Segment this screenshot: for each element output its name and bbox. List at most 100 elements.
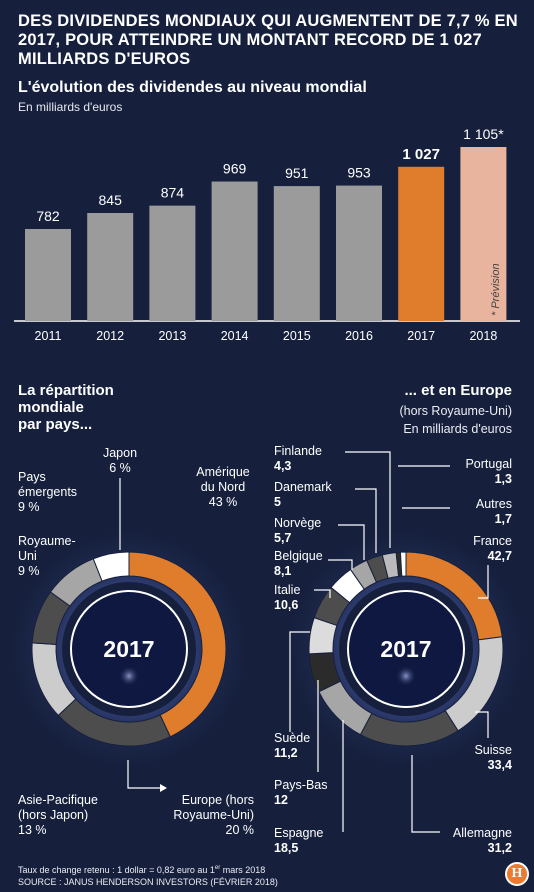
x-tick-label: 2012: [96, 329, 124, 343]
label-suisse: Suisse 33,4: [474, 743, 512, 773]
world-donut-ring: [70, 590, 188, 708]
world-pie-title-line: mondiale: [18, 399, 84, 416]
bar-value-label: 782: [36, 208, 60, 224]
label-belgique: Belgique 8,1: [274, 549, 323, 579]
world-leader-lines: [119, 478, 160, 789]
label-pays-bas: Pays-Bas 12: [274, 778, 328, 808]
bar-2013: [149, 205, 196, 321]
europe-leader-lines: [289, 451, 489, 833]
world-arrow-head: [160, 784, 167, 792]
label-asie-pacifique: Asie-Pacifique (hors Japon) 13 %: [18, 793, 98, 838]
label-name: Danemark: [274, 480, 332, 494]
world-pie-title-line: La répartition: [18, 382, 114, 399]
label-value: 31,2: [487, 841, 512, 855]
slice-japon: [92, 551, 130, 582]
bar-chart-unit: En milliards d'euros: [18, 100, 123, 114]
label-name: Asie-Pacifique: [18, 793, 98, 807]
label-value: 5: [274, 495, 281, 509]
label-norvege: Norvège 5,7: [274, 516, 321, 546]
label-value: 8,1: [274, 564, 292, 578]
label-name: Japon: [102, 446, 138, 460]
label-pays-emergents: Pays émergents 9 %: [18, 470, 77, 515]
label-name: Royaume-: [18, 534, 76, 548]
bar-value-label: 969: [223, 161, 247, 177]
label-name: Suède: [274, 731, 311, 745]
label-danemark: Danemark 5: [274, 480, 332, 510]
bar-value-label: 874: [161, 185, 185, 201]
europe-donut-spot: [396, 666, 416, 686]
label-value: 11,2: [274, 746, 298, 760]
label-name: Uni: [18, 549, 37, 563]
world-donut-slices: [31, 551, 227, 747]
label-name: Autres: [475, 497, 512, 511]
bar-2014: [211, 181, 258, 321]
bar-chart: 782 2011 845 2012 874 2013 969 2014 951 2015 953 20…: [14, 126, 520, 343]
bar-2017: [398, 166, 445, 321]
label-name: Portugal: [465, 457, 512, 471]
bar-value-label: 1 027: [402, 146, 440, 163]
label-france: France 42,7: [473, 534, 512, 564]
x-tick-label: 2011: [35, 329, 62, 343]
label-name: Norvège: [274, 516, 322, 530]
label-allemagne: Allemagne 31,2: [453, 826, 512, 856]
label-value: 6 %: [109, 461, 131, 475]
label-value: 9 %: [18, 564, 40, 578]
label-value: 5,7: [274, 531, 292, 545]
label-royaume-uni: Royaume- Uni 9 %: [18, 534, 76, 579]
x-tick-label: 2018: [469, 329, 497, 343]
europe-pie-unit: En milliards d'euros: [403, 422, 512, 436]
bar-2015: [273, 186, 320, 321]
label-name: du Nord: [200, 480, 246, 494]
europe-pie-subtitle: (hors Royaume-Uni): [399, 404, 512, 418]
label-name: Royaume-Uni): [173, 808, 254, 822]
world-pie-title-line: par pays...: [18, 416, 93, 433]
bar-value-label: 1 105*: [463, 126, 504, 142]
label-name: Pays: [18, 470, 46, 484]
x-tick-label: 2015: [283, 329, 311, 343]
label-autres: Autres 1,7: [476, 497, 512, 527]
x-tick-label: 2014: [221, 329, 249, 343]
world-donut-center-label: 2017: [103, 636, 154, 662]
label-name: Italie: [274, 583, 301, 597]
label-value: 33,4: [487, 758, 512, 772]
label-value: 18,5: [274, 841, 299, 855]
label-name: émergents: [18, 485, 78, 499]
label-value: 10,6: [274, 598, 299, 612]
label-espagne: Espagne 18,5: [274, 826, 323, 856]
exchange-rate-suffix: mars 2018: [220, 865, 266, 875]
bar-2018: [460, 147, 507, 321]
label-name: France: [473, 534, 512, 548]
label-value: 13 %: [18, 823, 47, 837]
headline: DES DIVIDENDES MONDIAUX QUI AUGMENTENT D…: [18, 12, 518, 68]
exchange-rate-text: Taux de change retenu : 1 dollar = 0,82 …: [18, 865, 215, 875]
label-value: 12: [274, 793, 288, 807]
label-value: 4,3: [274, 459, 292, 473]
label-name: Finlande: [274, 444, 322, 458]
exchange-rate-note: Taux de change retenu : 1 dollar = 0,82 …: [18, 862, 265, 876]
europe-donut-ring: [347, 590, 465, 708]
europe-pie-title: ... et en Europe: [404, 382, 512, 399]
bar-2012: [87, 213, 134, 321]
label-name: Allemagne: [452, 826, 512, 840]
label-name: Amérique: [196, 465, 250, 479]
x-tick-label: 2013: [158, 329, 186, 343]
bar-value-label: 951: [285, 165, 309, 181]
bar-value-label: 845: [99, 192, 123, 208]
label-value: 1,7: [494, 512, 512, 526]
bar-2016: [336, 185, 382, 321]
label-suede: Suède 11,2: [274, 731, 310, 761]
bar-chart-title: L'évolution des dividendes au niveau mon…: [18, 79, 367, 96]
bar-value-label: 953: [347, 165, 371, 181]
label-portugal: Portugal 1,3: [465, 457, 512, 487]
label-name: Suisse: [474, 743, 512, 757]
label-value: 9 %: [18, 500, 40, 514]
label-name: Espagne: [274, 826, 324, 840]
slice-autres: [399, 551, 407, 577]
world-pie-title: La répartition mondiale par pays...: [18, 382, 114, 433]
europe-donut-slices: [308, 551, 504, 747]
source-note: SOURCE : JANUS HENDERSON INVESTORS (FÉVR…: [18, 877, 278, 887]
exchange-rate-sup: er: [214, 865, 221, 871]
label-name: Europe (hors: [181, 793, 254, 807]
label-amerique-du-nord: Amérique du Nord 43 %: [186, 465, 260, 510]
